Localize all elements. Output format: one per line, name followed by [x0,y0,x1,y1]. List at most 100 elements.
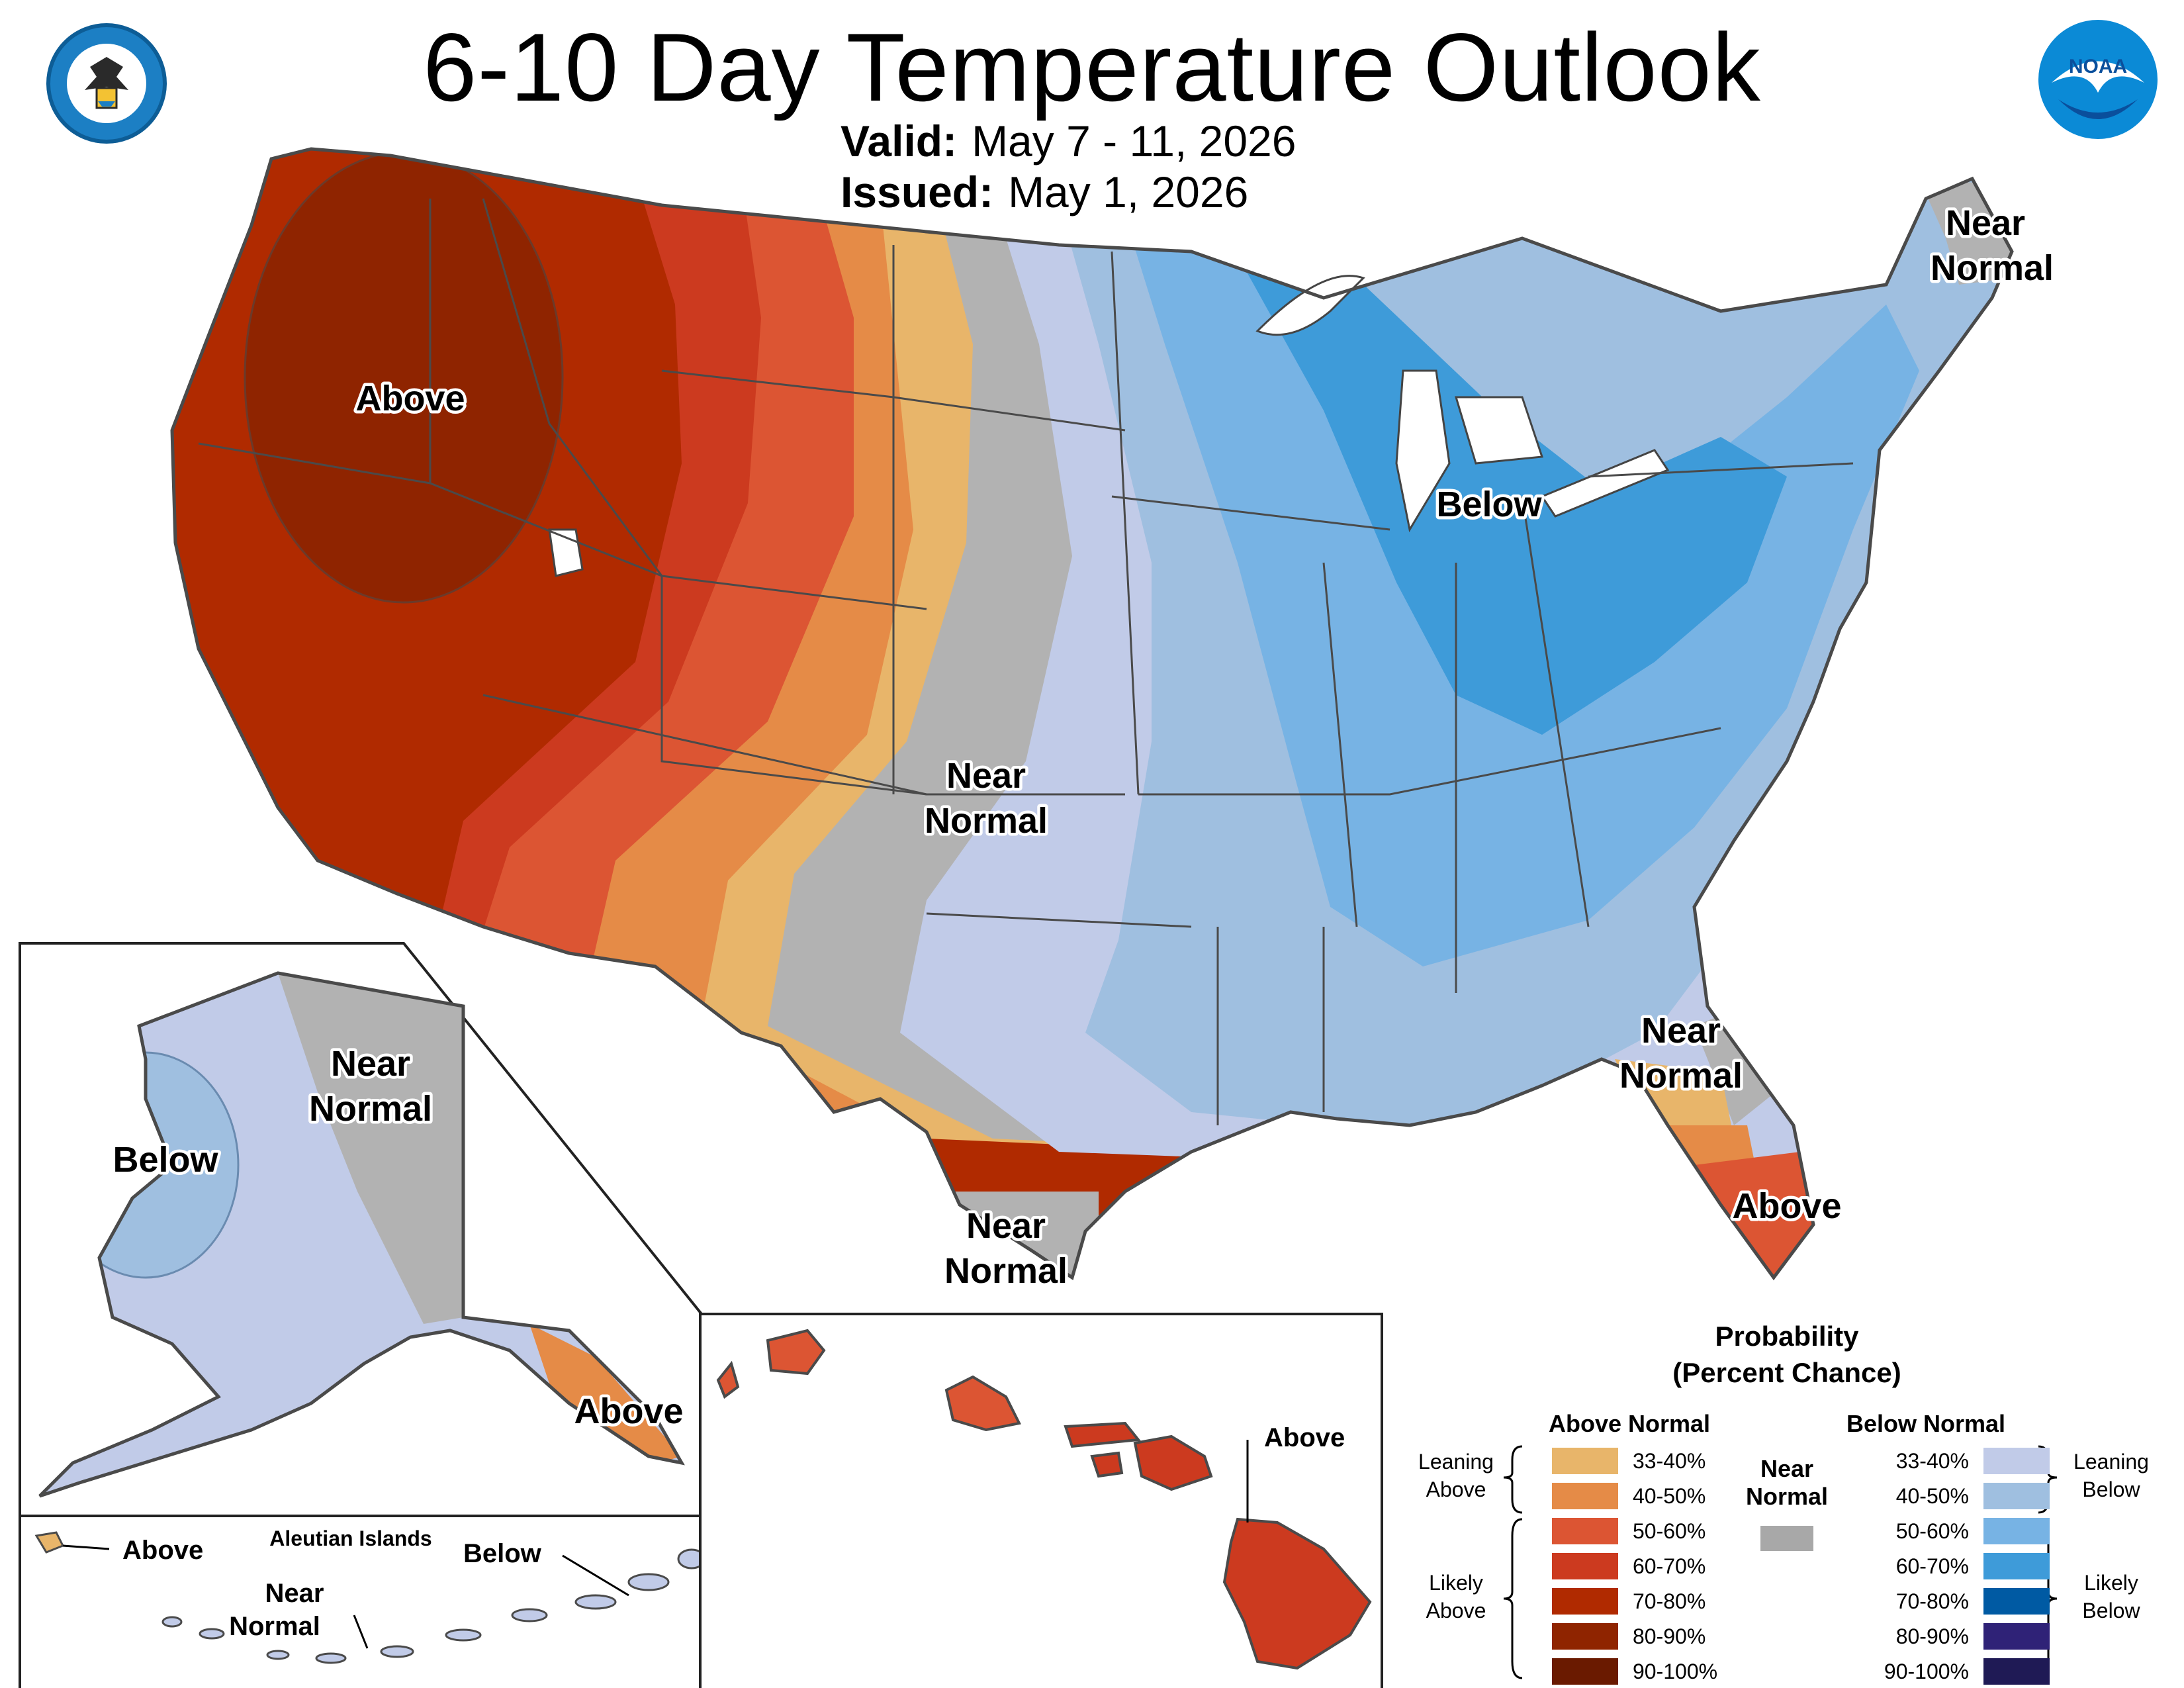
below-legend-range: 40-50% [1895,1483,1969,1508]
ak-above-label: Above [574,1391,683,1431]
aleutian-normal-label: Normal [229,1612,320,1641]
noaa-logo-text: NOAA [2069,56,2127,77]
near-normal-header: Near Normal [1734,1455,1840,1511]
below-legend-swatch [1983,1483,2050,1509]
hawaii-inset: Above [699,1313,1383,1688]
niihau-island [716,1360,740,1399]
hi-above-label: Above [1264,1423,1345,1452]
leaning-below-line2: Below [2082,1477,2140,1501]
below-legend-row: 40-50% [1876,1481,2050,1511]
state-boundaries [198,198,1854,1125]
big-island [1222,1517,1372,1670]
likely-above-line2: Above [1426,1599,1486,1622]
ne-normal-label: Normal [1931,248,2054,288]
likely-below-line1: Likely [2084,1571,2138,1595]
ne-near-label: Near [1946,203,2025,243]
noaa-bird-icon: NOAA [2052,56,2144,119]
aleutian-islands [161,1548,706,1664]
below-legend-range: 60-70% [1895,1554,1969,1578]
lake-superior [1255,275,1365,336]
valid-value: May 7 - 11, 2026 [972,117,1297,165]
above-legend-swatch [1552,1448,1618,1474]
fl-above-label: Above [1732,1186,1841,1226]
below-legend-range: 80-90% [1895,1624,1969,1648]
alaska-inset: Near Normal Below Above Aleutian Islands… [19,942,706,1688]
aleutian-near-label: Near [265,1579,324,1608]
above-legend-range: 33-40% [1633,1448,1706,1473]
plains-normal-label: Normal [925,801,1048,841]
leaning-above-line2: Above [1426,1477,1486,1501]
below-legend-row: 90-100% [1876,1657,2050,1686]
page-title: 6-10 Day Temperature Outlook [423,13,1761,121]
band-below-60-70 [1224,232,1787,735]
kauai-island [766,1329,826,1376]
above-legend-row: 60-70% [1552,1552,1706,1581]
plains-near-label: Near [946,756,1026,796]
above-legend-row: 80-90% [1552,1622,1706,1651]
below-legend-swatch [1983,1658,2050,1685]
noaa-logo: NOAA [2038,20,2158,139]
leaning-above-label: Leaning Above [1406,1448,1506,1503]
above-legend-range: 60-70% [1633,1554,1706,1578]
below-legend-row: 33-40% [1876,1446,2050,1476]
above-legend-row: 50-60% [1552,1517,1706,1546]
above-legend-swatch [1552,1588,1618,1615]
above-legend-range: 50-60% [1633,1519,1706,1543]
lake-huron [1454,396,1544,465]
above-normal-header: Above Normal [1549,1410,1711,1437]
below-legend-range: 33-40% [1895,1448,1969,1473]
tx-normal-label: Normal [944,1251,1068,1291]
valid-line: Valid: May 7 - 11, 2026 [841,116,1296,166]
conus-above-label: Above [355,379,465,418]
leaning-below-line1: Leaning [2073,1450,2149,1474]
below-legend-row: 60-70% [1876,1552,2050,1581]
se-near-label: Near [1641,1011,1721,1051]
below-legend-range: 50-60% [1895,1519,1969,1543]
band-above-80-90 [244,151,564,604]
below-legend-swatch [1983,1518,2050,1544]
ak-near-label: Near [331,1044,410,1084]
conus-below-label: Below [1436,485,1542,524]
above-legend-row: 33-40% [1552,1446,1706,1476]
likely-above-label: Likely Above [1406,1569,1506,1624]
below-legend-row: 50-60% [1876,1517,2050,1546]
above-legend-swatch [1552,1483,1618,1509]
leaning-below-label: Leaning Below [2058,1448,2164,1503]
issued-label: Issued: [841,167,994,216]
eagle-shield-icon [67,44,146,123]
lake-erie [1540,449,1670,518]
aleutian-title: Aleutian Islands [269,1526,432,1550]
above-legend-swatch [1552,1518,1618,1544]
above-legend-row: 90-100% [1552,1657,1717,1686]
above-legend-swatch [1552,1553,1618,1579]
above-legend-row: 70-80% [1552,1587,1706,1616]
legend-title-1: Probability [1715,1321,1859,1352]
tx-near-label: Near [966,1206,1046,1246]
above-legend-range: 80-90% [1633,1624,1706,1648]
ak-below-label: Below [113,1140,218,1180]
aleutian-below-label: Below [463,1539,542,1568]
near-normal-line2: Normal [1745,1483,1829,1510]
below-legend-row: 80-90% [1876,1622,2050,1651]
se-normal-label: Normal [1619,1056,1743,1096]
aleutian-above-island [34,1531,65,1554]
below-legend-row: 70-80% [1876,1587,2050,1616]
aleutian-above-label: Above [122,1536,203,1565]
issued-value: May 1, 2026 [1008,167,1249,216]
lake-michigan [1395,369,1451,533]
above-legend-range: 70-80% [1633,1589,1706,1613]
above-legend-range: 90-100% [1633,1659,1718,1683]
above-legend-swatch [1552,1658,1618,1685]
ak-normal-label: Normal [309,1089,432,1129]
below-legend-range: 70-80% [1895,1589,1969,1613]
leaning-above-line1: Leaning [1418,1450,1494,1474]
likely-above-line1: Likely [1429,1571,1483,1595]
likely-below-line2: Below [2082,1599,2140,1622]
maui-island [1133,1434,1213,1491]
molokai-island [1064,1421,1141,1448]
above-legend-row: 40-50% [1552,1481,1706,1511]
above-legend-swatch [1552,1623,1618,1650]
likely-below-label: Likely Below [2058,1569,2164,1624]
